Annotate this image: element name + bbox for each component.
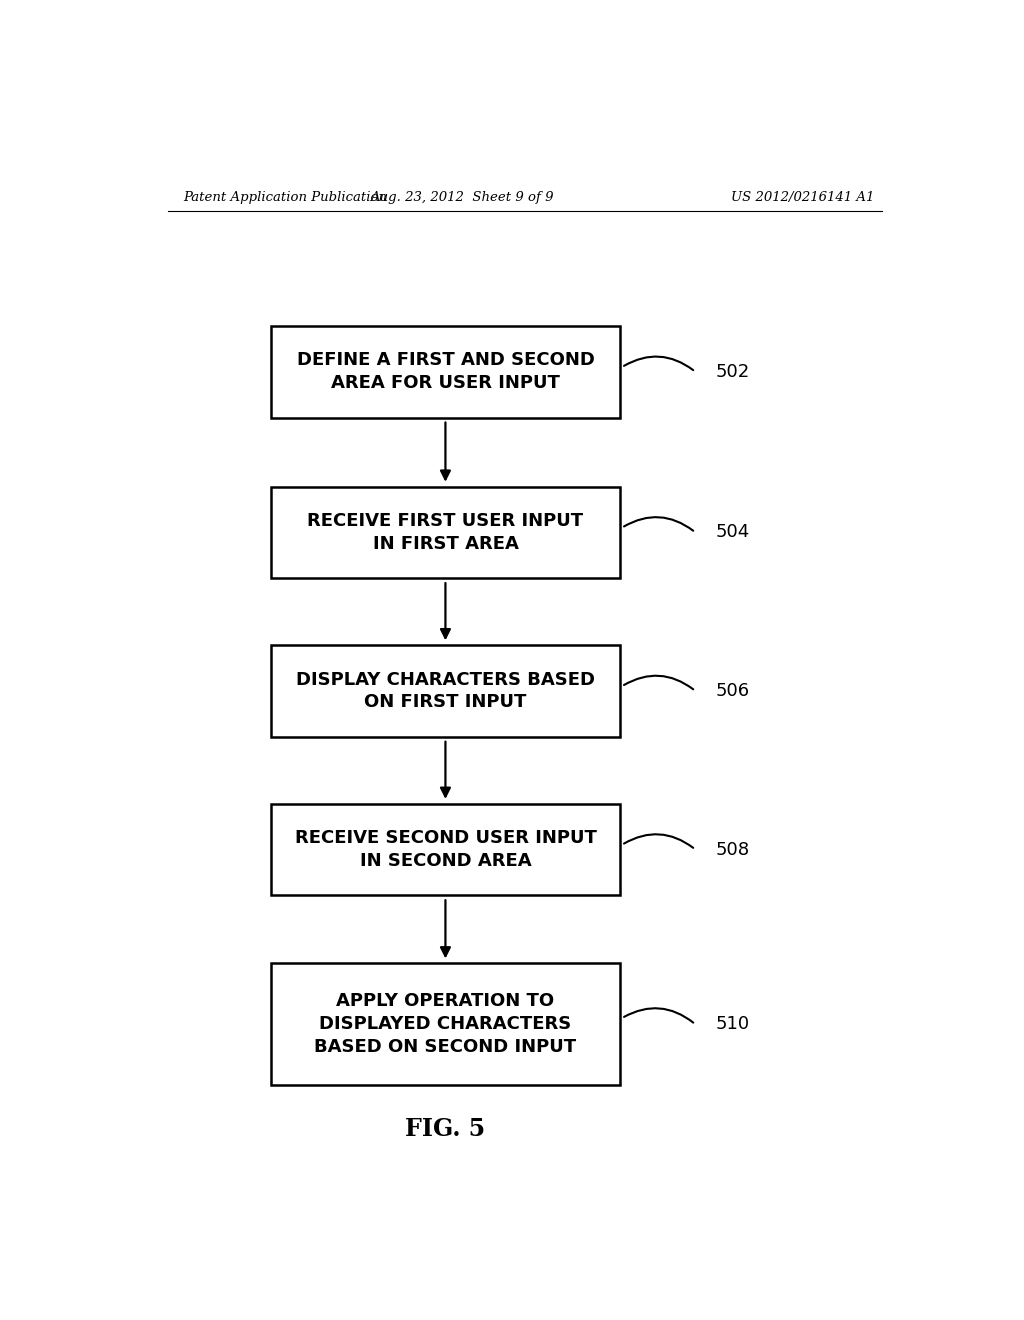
Bar [270, 964, 620, 1085]
Text: RECEIVE FIRST USER INPUT
IN FIRST AREA: RECEIVE FIRST USER INPUT IN FIRST AREA [307, 512, 584, 553]
Text: 510: 510 [715, 1015, 750, 1034]
Text: Patent Application Publication: Patent Application Publication [183, 190, 387, 203]
Bar [270, 326, 620, 417]
Text: 502: 502 [715, 363, 750, 381]
Text: DISPLAY CHARACTERS BASED
ON FIRST INPUT: DISPLAY CHARACTERS BASED ON FIRST INPUT [296, 671, 595, 711]
Bar [270, 645, 620, 737]
Text: 504: 504 [715, 524, 750, 541]
Text: APPLY OPERATION TO
DISPLAYED CHARACTERS
BASED ON SECOND INPUT: APPLY OPERATION TO DISPLAYED CHARACTERS … [314, 993, 577, 1056]
Text: DEFINE A FIRST AND SECOND
AREA FOR USER INPUT: DEFINE A FIRST AND SECOND AREA FOR USER … [297, 351, 594, 392]
Text: RECEIVE SECOND USER INPUT
IN SECOND AREA: RECEIVE SECOND USER INPUT IN SECOND AREA [295, 829, 596, 870]
Bar [270, 487, 620, 578]
Text: Aug. 23, 2012  Sheet 9 of 9: Aug. 23, 2012 Sheet 9 of 9 [370, 190, 553, 203]
Text: 508: 508 [715, 841, 750, 858]
Text: 506: 506 [715, 682, 750, 700]
Text: FIG. 5: FIG. 5 [406, 1117, 485, 1140]
Bar [270, 804, 620, 895]
Text: US 2012/0216141 A1: US 2012/0216141 A1 [731, 190, 874, 203]
